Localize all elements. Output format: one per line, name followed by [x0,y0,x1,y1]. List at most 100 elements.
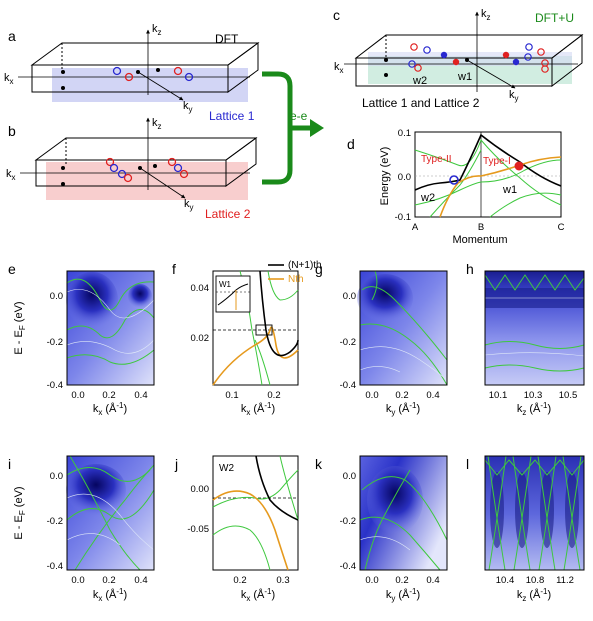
brillouin-box-c [354,33,584,88]
ky-axis-a [137,71,184,101]
ee-arrow: e-e [262,71,324,185]
panel-b-letter: b [8,123,16,139]
svg-text:0.0: 0.0 [50,471,63,482]
svg-text:Nth: Nth [288,274,304,285]
svg-text:h: h [466,261,474,277]
svg-text:0.0: 0.0 [343,471,356,482]
svg-text:0.2: 0.2 [395,575,408,586]
svg-text:w2: w2 [420,192,435,204]
svg-text:W2: W2 [219,463,234,474]
lattice2-label: Lattice 2 [205,207,251,221]
w2-label-c: w2 [412,75,427,87]
svg-text:0.0: 0.0 [71,390,84,401]
svg-text:A: A [412,222,419,233]
svg-text:-0.2: -0.2 [47,516,63,527]
svg-text:10.1: 10.1 [489,390,508,401]
brillouin-box-b [34,137,258,187]
ky-axis-b [139,167,186,199]
svg-text:i: i [8,456,11,472]
svg-text:0.4: 0.4 [426,390,439,401]
svg-text:-0.2: -0.2 [340,516,356,527]
panel-f: f W1 (N+1)th Nth 0.04 0.02 0.1 0.2 kx (Å… [172,260,322,417]
svg-text:0.1: 0.1 [398,128,411,139]
svg-text:-0.4: -0.4 [340,561,356,572]
panel-e: e 0.0 -0.2 -0.4 0.0 0.2 0.4 kx (Å-1) E -… [8,261,155,417]
svg-text:ky (Å-1): ky (Å-1) [386,587,420,603]
svg-text:0.0: 0.0 [50,291,63,302]
weyl-point [124,72,134,82]
panel-d-frame [414,131,562,218]
svg-text:E - EF (eV): E - EF (eV) [13,486,27,539]
svg-text:0.2: 0.2 [102,575,115,586]
panel-d-ylabel: Energy (eV) [379,147,391,206]
svg-text:f: f [172,261,176,277]
kx-label-b: kx [6,168,16,182]
w1-label-c: w1 [457,71,472,83]
svg-text:0.00: 0.00 [191,484,210,495]
svg-text:kz: kz [481,8,491,22]
svg-text:11.2: 11.2 [556,575,574,586]
lattice-both-label: Lattice 1 and Lattice 2 [362,96,480,110]
svg-text:kx (Å-1): kx (Å-1) [241,587,275,603]
svg-text:-0.4: -0.4 [47,380,63,391]
panel-d: d 0.1 0.0 -0.1 A B C Momentum Energy (eV… [347,128,565,246]
weyl-point [173,66,183,76]
svg-text:0.2: 0.2 [395,390,408,401]
panel-l: l 10.4 10.8 11.2 kz (Å-1) [466,455,585,603]
panel-i: i 0.0 -0.2 -0.4 0.0 0.2 0.4 kx (Å-1) E -… [8,455,155,603]
panel-k: k 0.0 -0.2 -0.4 0.0 0.2 0.4 ky (Å-1) [315,455,448,603]
svg-text:j: j [174,456,178,472]
svg-text:W1: W1 [219,280,232,289]
panel-e-ylabel: E - EF (eV) [13,301,27,354]
lattice1-plane [52,68,248,102]
svg-text:0.0: 0.0 [365,575,378,586]
panel-c-letter: c [333,7,340,23]
weyl-point [184,72,194,82]
svg-text:B: B [478,222,484,233]
panel-g: g 0.0 -0.2 -0.4 0.0 0.2 0.4 ky (Å-1) [315,261,448,417]
svg-text:0.4: 0.4 [134,390,147,401]
svg-text:kz (Å-1): kz (Å-1) [517,587,551,603]
svg-text:w1: w1 [502,184,517,196]
svg-text:-0.4: -0.4 [340,380,356,391]
lattice2-plane [46,162,248,200]
svg-text:0.2: 0.2 [267,390,280,401]
kz-label-b: kz [152,117,162,131]
weyl-point [112,66,122,76]
panel-d-xlabel: Momentum [452,234,507,246]
svg-text:-0.2: -0.2 [47,337,63,348]
svg-text:kz (Å-1): kz (Å-1) [517,401,551,417]
panel-h: h 10.1 10.3 10.5 kz (Å-1) [466,261,585,417]
svg-text:ky (Å-1): ky (Å-1) [386,401,420,417]
svg-text:Type-I: Type-I [483,156,511,167]
svg-text:-0.2: -0.2 [340,337,356,348]
svg-text:0.02: 0.02 [191,333,210,344]
kz-label-a: kz [152,23,162,37]
svg-text:10.3: 10.3 [524,390,543,401]
panel-b: b kx kz ky Lattice 2 [6,117,258,221]
svg-text:0.0: 0.0 [398,172,411,183]
svg-text:kx (Å-1): kx (Å-1) [241,401,275,417]
svg-text:10.8: 10.8 [526,575,545,586]
svg-text:ky: ky [509,89,519,103]
svg-text:l: l [466,456,469,472]
ky-label-b: ky [184,198,194,212]
svg-text:k: k [315,456,323,472]
svg-text:0.3: 0.3 [276,575,289,586]
panel-c-title: DFT+U [535,11,574,25]
svg-text:10.4: 10.4 [496,575,515,586]
svg-text:kx (Å-1): kx (Å-1) [93,587,127,603]
svg-text:C: C [558,222,565,233]
svg-text:0.4: 0.4 [426,575,439,586]
panel-a-title: DFT [215,32,239,46]
svg-text:(N+1)th: (N+1)th [288,260,322,271]
svg-text:10.5: 10.5 [559,390,578,401]
kx-label-a: kx [4,72,14,86]
svg-text:0.2: 0.2 [102,390,115,401]
panel-j: j W2 0.00 -0.05 0.2 0.3 kx (Å-1) [174,455,299,603]
svg-text:0.0: 0.0 [343,291,356,302]
svg-text:-0.05: -0.05 [187,524,209,535]
ee-label: e-e [290,109,308,123]
svg-text:kx (Å-1): kx (Å-1) [93,401,127,417]
svg-text:0.1: 0.1 [225,390,238,401]
